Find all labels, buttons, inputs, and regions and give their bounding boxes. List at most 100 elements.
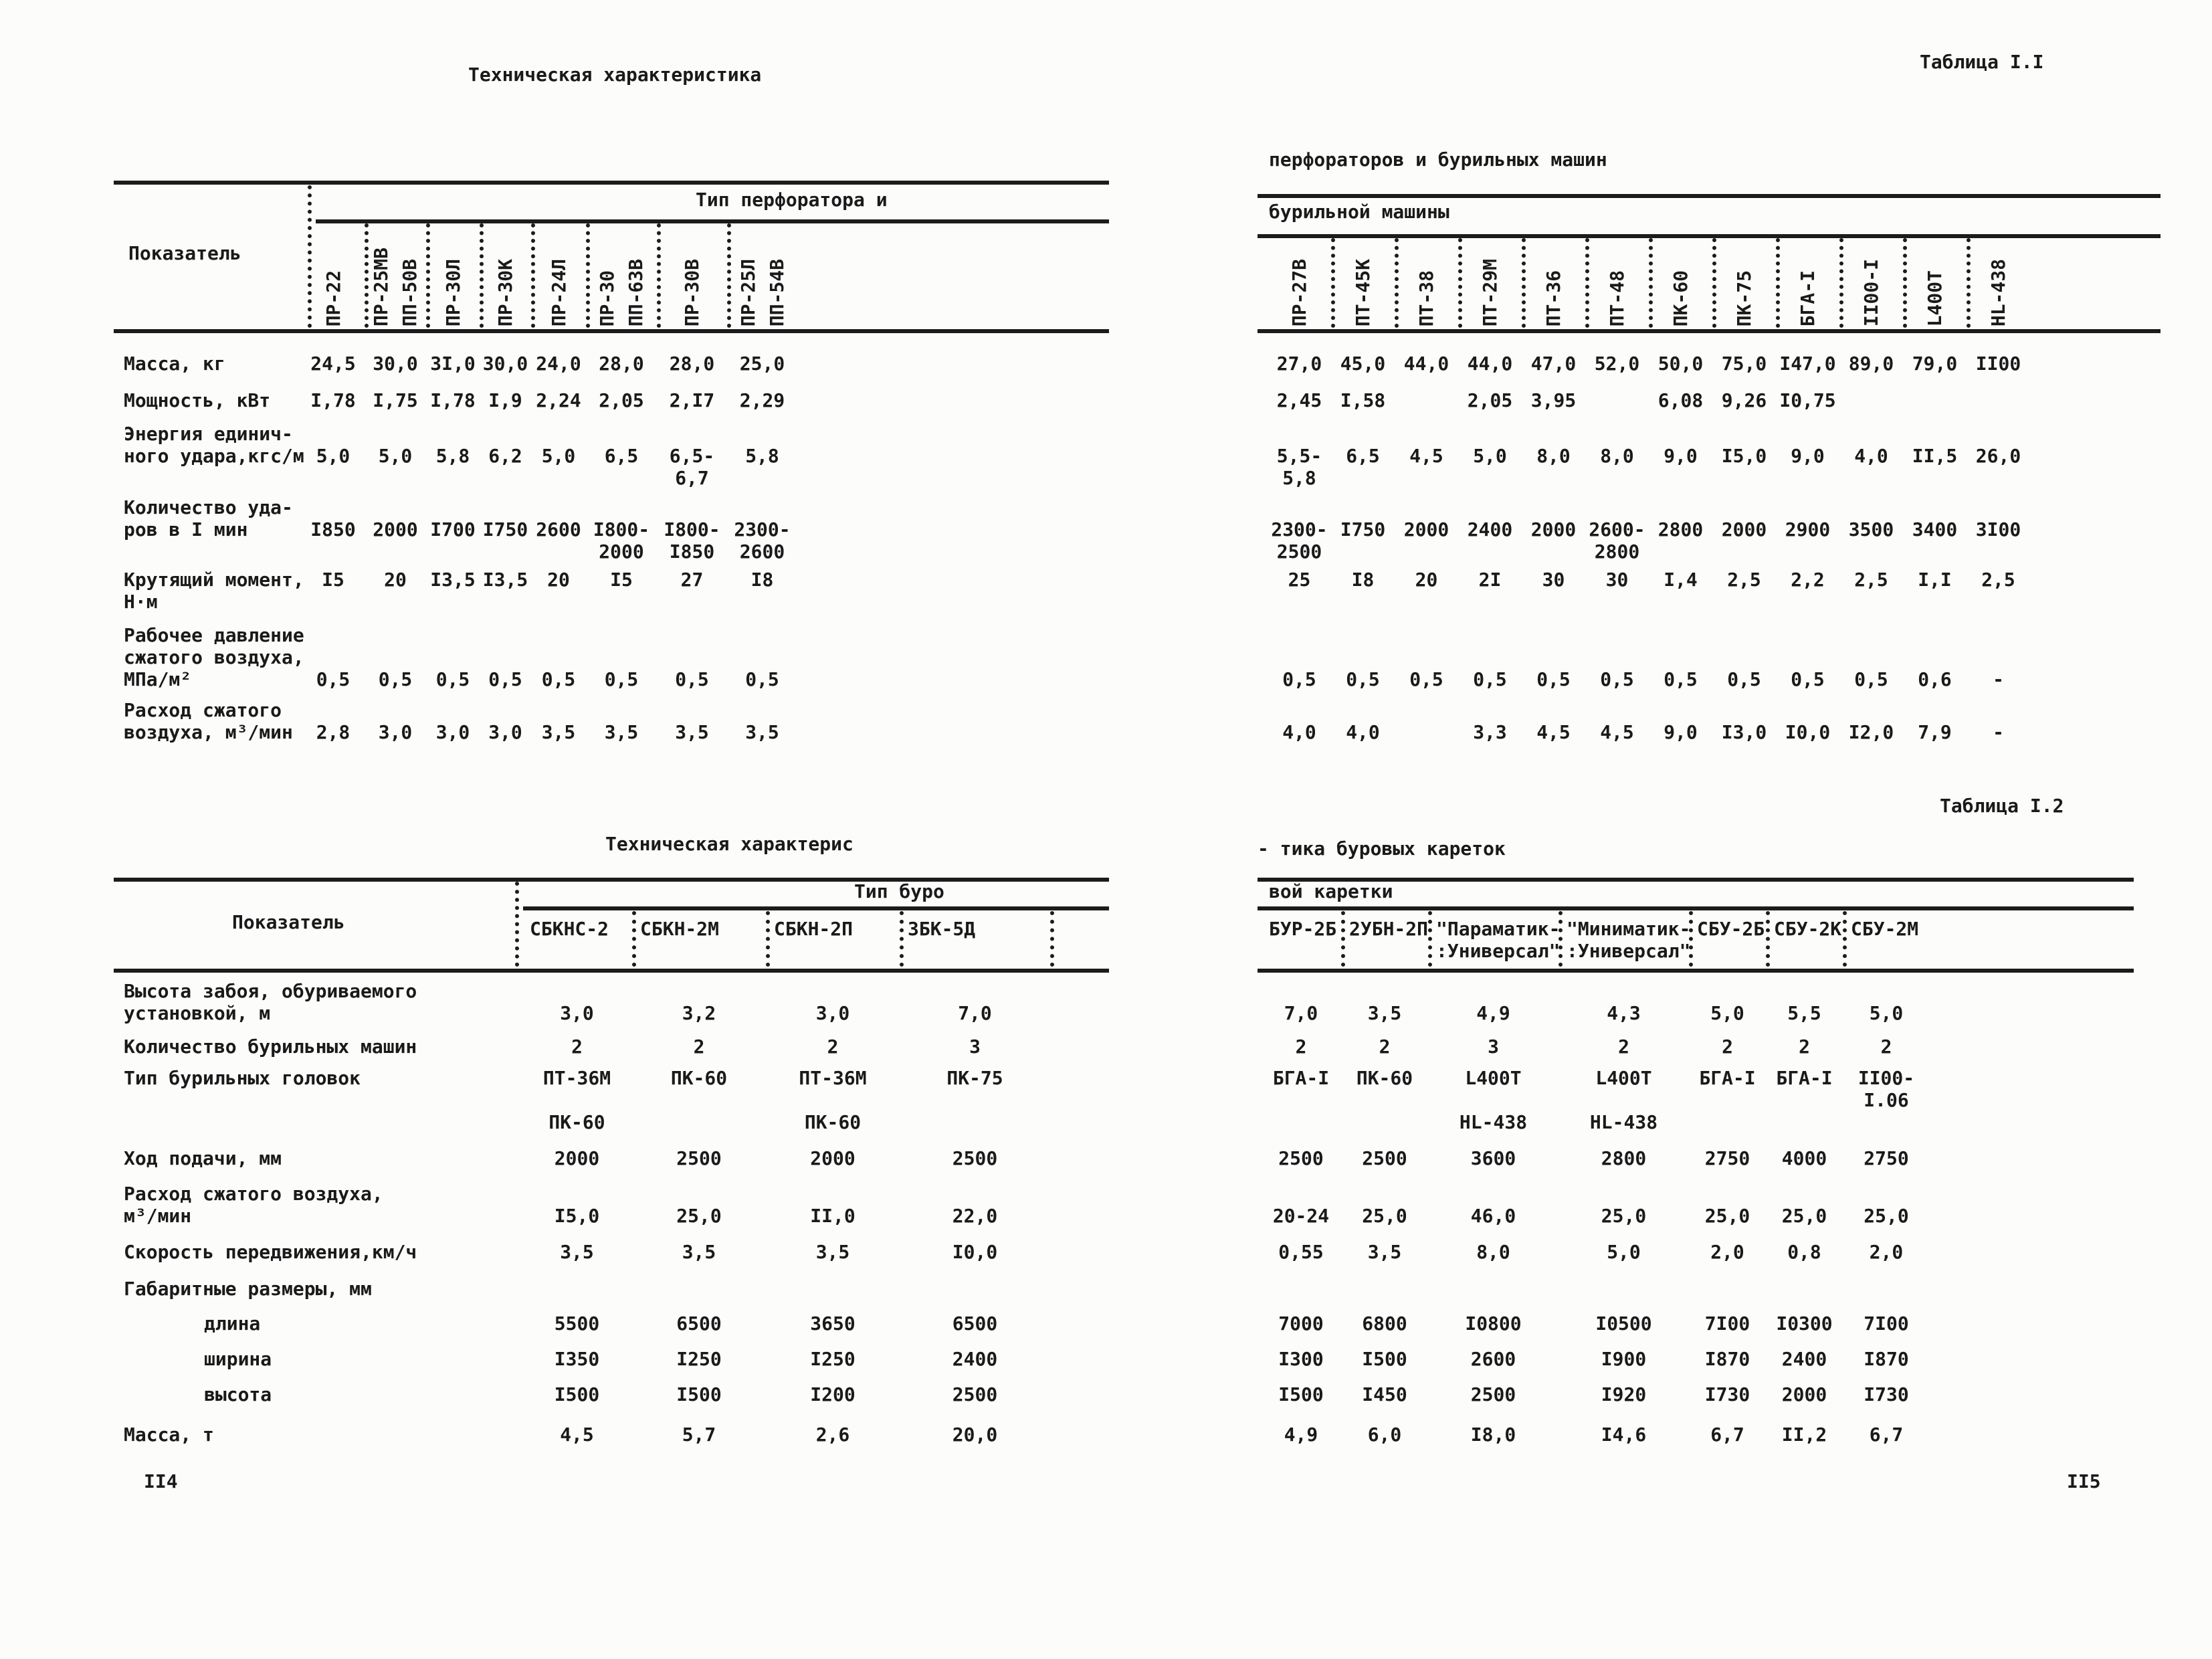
rotated-column-header: ПР-30В <box>681 258 703 326</box>
table-1-2-stub-head: Показатель <box>232 911 345 933</box>
value-cell: I0500 <box>1595 1312 1652 1335</box>
row-label: Габаритные размеры, мм <box>124 1278 372 1300</box>
value-cell: I,4 <box>1664 569 1698 591</box>
value-cell: 2400 <box>1467 518 1513 541</box>
value-cell: 6800 <box>1362 1312 1407 1335</box>
value-cell: 0,5 <box>541 668 576 690</box>
value-cell: 5,0 <box>1473 445 1507 467</box>
value-cell: 2400 <box>952 1348 998 1370</box>
column-header-group: ПТ-48 <box>1585 239 1649 326</box>
value-cell: 2500 <box>1470 1383 1516 1405</box>
value-cell: I500 <box>676 1383 722 1405</box>
row-label: Скорость передвижения,км/ч <box>124 1241 417 1263</box>
value-cell: I5,0 <box>554 1205 600 1227</box>
dotted-separator <box>1903 238 1907 328</box>
value-cell: 6,7 <box>1710 1424 1744 1446</box>
value-cell: ПК-60 <box>670 1067 728 1089</box>
row-label: Расход сжатого воздуха, м³/мин <box>124 699 293 743</box>
value-cell: 6500 <box>676 1312 722 1335</box>
value-cell: 2,05 <box>1467 389 1513 411</box>
dotted-separator <box>766 911 770 967</box>
column-header: ЗБК-5Д <box>908 918 976 940</box>
table-1-2-title-left: Техническая характерис <box>605 833 853 855</box>
dotted-separator <box>1689 911 1693 967</box>
rotated-column-header: ПТ-45К <box>1352 258 1374 326</box>
value-cell: 46,0 <box>1470 1205 1516 1227</box>
value-cell: 5,0 <box>1607 1241 1641 1263</box>
value-cell: 5,0 <box>316 445 350 467</box>
rotated-column-header: ПТ-48 <box>1606 270 1628 326</box>
value-cell: I,9 <box>488 389 522 411</box>
value-cell: 3 <box>1488 1036 1499 1058</box>
value-cell: I3,5 <box>430 569 476 591</box>
value-cell: 4,0 <box>1282 721 1316 743</box>
value-cell: 20 <box>547 569 570 591</box>
rotated-column-header: ПР-25Л <box>736 258 759 326</box>
value-cell: 3650 <box>810 1312 856 1335</box>
value-cell: I250 <box>676 1348 722 1370</box>
value-cell: II00-I.06 <box>1857 1067 1915 1111</box>
value-cell: 30,0 <box>482 353 528 375</box>
value-cell: БГА-I <box>1776 1067 1833 1089</box>
dotted-separator <box>1967 238 1971 328</box>
value-cell: 8,0 <box>1536 445 1571 467</box>
rotated-column-header: L400T <box>1924 270 1946 326</box>
value-cell: 3,5 <box>675 721 709 743</box>
value-cell: 4,3 <box>1607 1002 1641 1024</box>
column-header-group: ПК-75 <box>1712 239 1776 326</box>
value-cell: 2500 <box>1362 1147 1407 1169</box>
value-cell: 5500 <box>554 1312 600 1335</box>
rotated-column-header: ПП-54В <box>765 258 788 326</box>
value-cell: 3,3 <box>1473 721 1507 743</box>
value-cell: 7,0 <box>1284 1002 1318 1024</box>
value-cell: 30,0 <box>373 353 418 375</box>
value-cell: 25,0 <box>1601 1205 1647 1227</box>
page-number-left: II4 <box>144 1470 178 1492</box>
value-cell: 8,0 <box>1600 445 1634 467</box>
value-cell: 6,7 <box>1869 1424 1904 1446</box>
value-cell: 25,0 <box>739 353 785 375</box>
table-1-1-title-left: Техническая характеристика <box>468 64 762 86</box>
value-cell: 5,0 <box>378 445 413 467</box>
column-header-group: ПР-30В <box>657 225 727 326</box>
value-cell: 0,5 <box>1473 668 1507 690</box>
value-cell: I850 <box>310 518 356 541</box>
dotted-separator <box>1776 238 1780 328</box>
dotted-separator <box>900 911 904 967</box>
column-header-group: ПР-30Л <box>426 225 480 326</box>
value-cell: 20 <box>1415 569 1438 591</box>
value-cell: 3,5 <box>1367 1241 1402 1263</box>
value-cell: 5,0 <box>1710 1002 1744 1024</box>
value-cell: I,58 <box>1340 389 1386 411</box>
value-cell: 25,0 <box>1704 1205 1750 1227</box>
dotted-separator <box>1585 238 1589 328</box>
value-cell: 2000 <box>1721 518 1767 541</box>
value-cell: 2,5 <box>1727 569 1761 591</box>
value-cell: 7000 <box>1278 1312 1324 1335</box>
table-1-2-title-right: - тика буровых кареток <box>1258 838 1506 860</box>
value-cell: 7,9 <box>1918 721 1952 743</box>
value-cell: 2,5 <box>1981 569 2015 591</box>
value-cell: I5,0 <box>1721 445 1767 467</box>
table-1-1-spanner-right: бурильной машины <box>1269 201 1449 223</box>
dotted-separator <box>1843 911 1847 967</box>
value-cell: 28,0 <box>599 353 644 375</box>
value-cell: I250 <box>810 1348 856 1370</box>
rotated-column-header: HL-438 <box>1987 258 2009 326</box>
value-cell: I,I <box>1918 569 1952 591</box>
value-cell: 79,0 <box>1912 353 1958 375</box>
column-header: СБКН-2М <box>640 918 720 940</box>
column-header-group: ПР-22 <box>300 225 367 326</box>
row-label: Тип бурильных головок <box>124 1067 361 1089</box>
column-header-group: БГА-I <box>1776 239 1839 326</box>
value-cell: 6500 <box>952 1312 998 1335</box>
value-cell: 0,5 <box>1600 668 1634 690</box>
table-1-1-spanner-left: Тип перфоратора и <box>696 189 888 211</box>
dotted-separator <box>480 223 484 328</box>
table-rule <box>1258 194 2160 198</box>
value-cell: 20 <box>384 569 407 591</box>
value-cell: 50,0 <box>1657 353 1704 375</box>
value-cell: 3,5 <box>560 1241 594 1263</box>
column-header-group: ПТ-29М <box>1458 239 1522 326</box>
